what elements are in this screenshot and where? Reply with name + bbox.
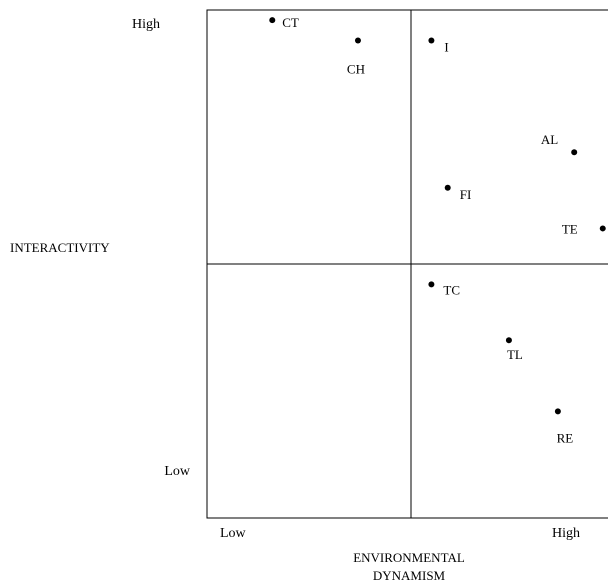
point-label-i: I — [444, 39, 448, 54]
x-axis-title-line-2: DYNAMISM — [373, 568, 446, 583]
point-ct — [269, 17, 276, 24]
points-layer: CT CH I AL FI TE TC TL RE — [269, 15, 606, 445]
point-re — [554, 408, 561, 415]
point-label-ch: CH — [347, 61, 365, 76]
point-fi — [444, 184, 451, 191]
point-tl — [505, 337, 512, 344]
point-label-tc: TC — [443, 282, 460, 297]
x-axis-title-line-1: ENVIRONMENTAL — [353, 550, 465, 565]
point-label-tl: TL — [507, 347, 523, 362]
y-tick-low: Low — [164, 464, 191, 479]
point-label-ct: CT — [282, 15, 299, 30]
x-tick-low: Low — [220, 526, 247, 541]
point-label-te: TE — [562, 221, 578, 236]
point-i — [428, 37, 435, 44]
point-label-re: RE — [557, 430, 574, 445]
point-label-fi: FI — [460, 187, 472, 202]
point-te — [599, 225, 606, 232]
x-tick-high: High — [552, 526, 580, 541]
y-axis-title: INTERACTIVITY — [10, 240, 110, 255]
y-tick-high: High — [132, 17, 160, 32]
point-al — [571, 149, 578, 156]
point-label-al: AL — [541, 132, 558, 147]
point-tc — [428, 281, 435, 288]
point-ch — [354, 37, 361, 44]
